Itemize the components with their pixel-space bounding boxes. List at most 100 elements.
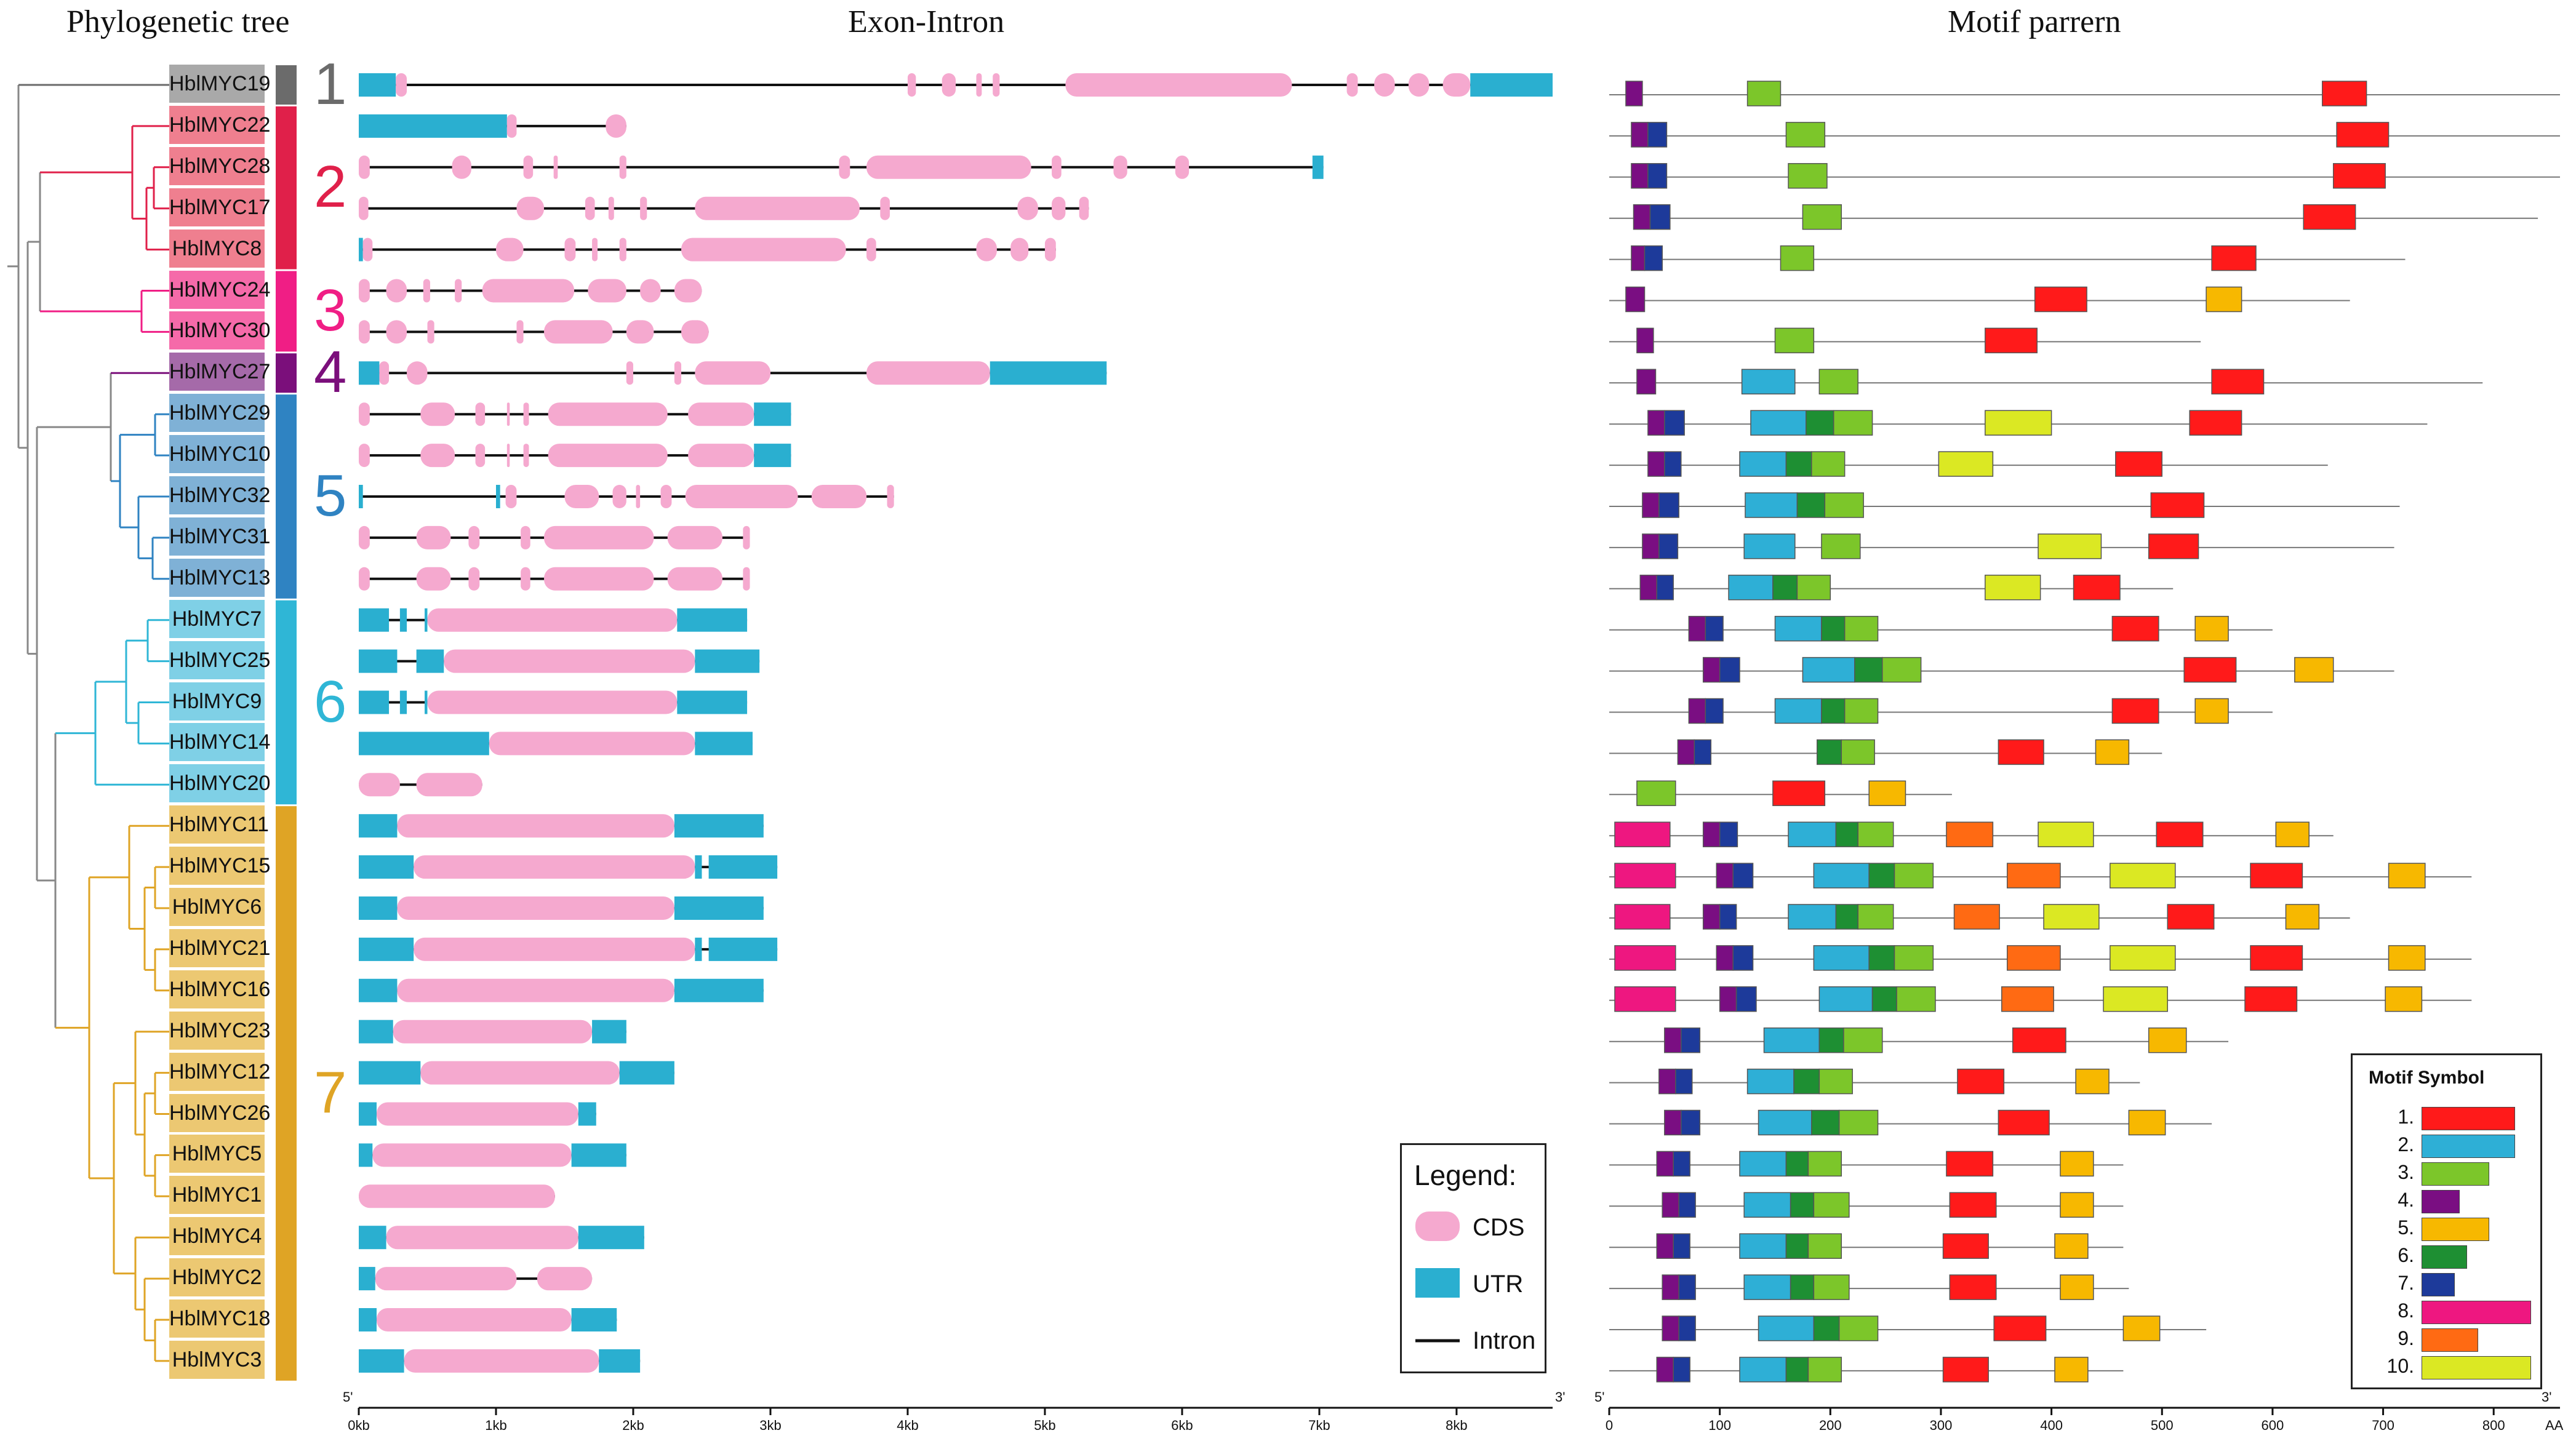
cds-exon xyxy=(414,855,695,879)
motif-block xyxy=(1780,245,1815,271)
motif-block xyxy=(1750,410,1807,436)
group-bar xyxy=(276,394,297,599)
motif-panel xyxy=(1608,81,2560,1415)
utr-block xyxy=(359,855,414,879)
motif-block xyxy=(1998,739,2044,765)
motif-block xyxy=(2103,986,2168,1012)
motif-block xyxy=(1732,945,1754,971)
tree-title: Phylogenetic tree xyxy=(66,4,290,39)
motif-symbol-label: 4. xyxy=(2398,1189,2414,1211)
motif-block xyxy=(1702,657,1721,683)
motif-block xyxy=(2128,1109,2166,1136)
cds-exon xyxy=(452,155,471,179)
motif-block xyxy=(1806,410,1834,436)
utr-block xyxy=(425,690,428,714)
motif-block xyxy=(2275,821,2310,847)
motif-block xyxy=(1818,1068,1853,1095)
utr-block xyxy=(359,114,507,138)
cds-exon xyxy=(427,690,678,714)
motif-block xyxy=(1681,1109,1701,1136)
motif-block xyxy=(1681,1027,1701,1053)
motif-block xyxy=(1662,1192,1679,1218)
utr-block xyxy=(399,608,407,632)
motif-block xyxy=(1844,615,1879,642)
motif-block xyxy=(2075,1068,2110,1095)
gene-label: HblMYC22 xyxy=(169,105,270,144)
motif-block xyxy=(1763,1027,1820,1053)
motif-block xyxy=(1816,739,1842,765)
motif-block xyxy=(1949,1274,1997,1300)
gene-label: HblMYC21 xyxy=(169,928,270,967)
cds-exon xyxy=(376,1102,578,1126)
gene-label: HblMYC17 xyxy=(169,188,270,226)
motif-block xyxy=(1818,986,1873,1012)
motif-symbol-label: 5. xyxy=(2398,1216,2414,1239)
cds-exon xyxy=(1079,196,1089,220)
motif-block xyxy=(2073,575,2121,601)
motif-block xyxy=(2332,163,2386,189)
motif-block xyxy=(1636,369,1657,395)
utr-block xyxy=(619,1061,674,1085)
cds-exon xyxy=(592,238,598,261)
motif-block xyxy=(1741,369,1796,395)
exon-axis-tick-label: 4kb xyxy=(897,1418,919,1433)
motif-block xyxy=(2250,863,2303,888)
motif-block xyxy=(1838,1109,1879,1136)
utr-block xyxy=(754,444,791,468)
motif-block xyxy=(1614,904,1671,930)
group-bar xyxy=(276,271,297,352)
cds-exon xyxy=(880,196,890,220)
motif-block xyxy=(1807,1357,1842,1383)
motif-block xyxy=(1658,1068,1676,1095)
motif-block xyxy=(1656,575,1674,601)
motif-block xyxy=(1664,410,1685,436)
cds-exon xyxy=(523,155,534,179)
motif-block xyxy=(2038,533,2102,559)
cds-exon xyxy=(1175,155,1190,179)
cds-exon xyxy=(685,485,798,508)
motif-block xyxy=(2095,739,2130,765)
cds-exon xyxy=(667,567,722,591)
cds-exon xyxy=(1346,73,1358,97)
motif-block xyxy=(1896,986,1936,1012)
cds-exon xyxy=(548,444,668,468)
motif-block xyxy=(2054,1357,2089,1383)
motif-block xyxy=(2194,615,2229,642)
cds-exon xyxy=(359,1184,555,1208)
group-number: 2 xyxy=(314,154,347,220)
cds-exon xyxy=(688,402,754,426)
utr-block xyxy=(359,485,363,508)
gene-label: HblMYC30 xyxy=(169,311,270,350)
exon-axis-tick-label: 3kb xyxy=(759,1418,782,1433)
motif-block xyxy=(2060,1192,2094,1218)
motif-block xyxy=(1790,1274,1815,1300)
motif-block xyxy=(1664,451,1682,477)
cds-exon xyxy=(397,978,674,1002)
utr-block xyxy=(359,1061,421,1085)
gene-label: HblMYC18 xyxy=(169,1299,270,1338)
motif-block xyxy=(1688,615,1706,642)
motif-block xyxy=(1716,945,1734,971)
utr-block xyxy=(359,649,398,673)
motif-block xyxy=(2038,821,2094,847)
group-number: 3 xyxy=(314,277,347,343)
utr-block xyxy=(708,937,778,961)
utr-block xyxy=(571,1143,626,1167)
motif-block xyxy=(1813,1192,1850,1218)
motif-symbol-label: 6. xyxy=(2398,1244,2414,1266)
utr-block xyxy=(1470,73,1553,97)
cds-exon xyxy=(404,1349,599,1373)
motif-block xyxy=(2388,945,2426,971)
group-bars xyxy=(276,65,297,1381)
motif-symbol-label: 8. xyxy=(2398,1299,2414,1322)
motif-block xyxy=(2060,1274,2094,1300)
cds-exon xyxy=(564,238,576,261)
motif-block xyxy=(1854,657,1883,683)
phylogenetic-tree xyxy=(7,84,169,1362)
exon-axis-5prime: 5' xyxy=(343,1389,353,1405)
motif-symbol-label: 2. xyxy=(2398,1133,2414,1156)
motif-block xyxy=(1844,698,1879,724)
cds-exon xyxy=(420,402,455,426)
cds-exon xyxy=(506,402,510,426)
motif-block xyxy=(1614,821,1671,847)
